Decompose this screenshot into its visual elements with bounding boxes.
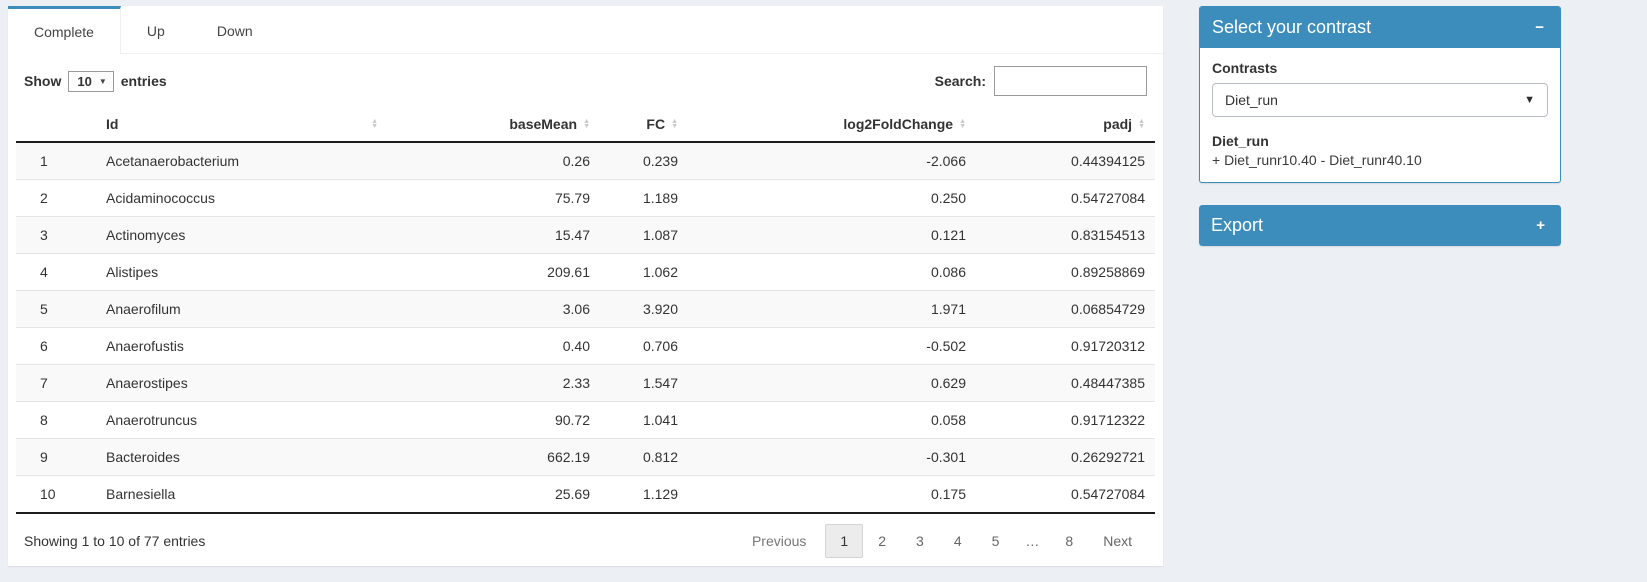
chevron-down-icon: ▼ (99, 77, 107, 86)
pagination-ellipsis: … (1014, 524, 1050, 558)
show-label: Show (24, 73, 61, 89)
table-row[interactable]: 3 Actinomyces 15.47 1.087 0.121 0.831545… (16, 217, 1155, 254)
table-row[interactable]: 4 Alistipes 209.61 1.062 0.086 0.8925886… (16, 254, 1155, 291)
tab-down[interactable]: Down (191, 6, 279, 53)
contrast-box: Select your contrast − Contrasts Diet_ru… (1199, 6, 1561, 183)
table-info: Showing 1 to 10 of 77 entries (24, 533, 205, 549)
column-header-rownum (16, 108, 96, 142)
search-label: Search: (935, 73, 986, 89)
search-input[interactable] (994, 66, 1147, 96)
contrast-detail-text: + Diet_runr10.40 - Diet_runr40.10 (1212, 152, 1548, 168)
pagination-page-8[interactable]: 8 (1050, 524, 1088, 558)
page: Complete Up Down Show 10 ▼ entries Searc… (0, 0, 1647, 582)
export-box-title: Export (1211, 215, 1263, 236)
tab-complete[interactable]: Complete (8, 6, 121, 54)
pagination-page-5[interactable]: 5 (977, 524, 1015, 558)
sort-icon: ▲▼ (671, 119, 678, 129)
sort-icon: ▲▼ (583, 119, 590, 129)
pagination-page-2[interactable]: 2 (863, 524, 901, 558)
pagination-page-3[interactable]: 3 (901, 524, 939, 558)
table-row[interactable]: 5 Anaerofilum 3.06 3.920 1.971 0.0685472… (16, 291, 1155, 328)
entries-select-value: 10 (77, 74, 91, 89)
tab-bar: Complete Up Down (8, 6, 1163, 54)
table-row[interactable]: 1 Acetanaerobacterium 0.26 0.239 -2.066 … (16, 142, 1155, 180)
entries-length-control: Show 10 ▼ entries (24, 71, 167, 92)
pagination-next[interactable]: Next (1088, 524, 1147, 558)
contrast-box-header: Select your contrast − (1200, 7, 1560, 48)
contrast-detail-title: Diet_run (1212, 133, 1548, 149)
column-header-padj[interactable]: padj ▲▼ (976, 108, 1155, 142)
results-card: Complete Up Down Show 10 ▼ entries Searc… (8, 6, 1163, 566)
sort-icon: ▲▼ (959, 119, 966, 129)
sort-icon: ▲▼ (371, 119, 378, 129)
column-header-fc[interactable]: FC ▲▼ (600, 108, 688, 142)
sidebar-right: Select your contrast − Contrasts Diet_ru… (1199, 6, 1561, 246)
contrast-box-body: Contrasts Diet_run ▼ Diet_run + Diet_run… (1200, 48, 1560, 182)
tab-up[interactable]: Up (121, 6, 191, 53)
contrasts-select[interactable]: Diet_run ▼ (1212, 83, 1548, 117)
contrast-box-title: Select your contrast (1212, 17, 1371, 38)
entries-select[interactable]: 10 ▼ (68, 71, 113, 92)
pagination-page-4[interactable]: 4 (939, 524, 977, 558)
table-header-row: Id ▲▼ baseMean ▲▼ FC (16, 108, 1155, 142)
table-row[interactable]: 6 Anaerofustis 0.40 0.706 -0.502 0.91720… (16, 328, 1155, 365)
column-header-basemean[interactable]: baseMean ▲▼ (388, 108, 600, 142)
entries-label: entries (121, 73, 167, 89)
table-row[interactable]: 10 Barnesiella 25.69 1.129 0.175 0.54727… (16, 476, 1155, 514)
collapse-plus-icon[interactable]: + (1532, 217, 1549, 234)
contrasts-select-value: Diet_run (1225, 92, 1278, 108)
table-row[interactable]: 2 Acidaminococcus 75.79 1.189 0.250 0.54… (16, 180, 1155, 217)
table-footer: Showing 1 to 10 of 77 entries Previous 1… (16, 514, 1155, 558)
table-row[interactable]: 7 Anaerostipes 2.33 1.547 0.629 0.484473… (16, 365, 1155, 402)
collapse-minus-icon[interactable]: − (1531, 19, 1548, 36)
column-header-log2foldchange[interactable]: log2FoldChange ▲▼ (688, 108, 976, 142)
table-controls: Show 10 ▼ entries Search: (16, 64, 1155, 108)
export-box: Export + (1199, 205, 1561, 246)
pagination-page-1[interactable]: 1 (825, 524, 863, 558)
table-row[interactable]: 8 Anaerotruncus 90.72 1.041 0.058 0.9171… (16, 402, 1155, 439)
contrasts-label: Contrasts (1212, 60, 1548, 76)
export-box-header[interactable]: Export + (1199, 205, 1561, 246)
search-control: Search: (935, 66, 1147, 96)
pagination-previous[interactable]: Previous (737, 524, 821, 558)
tab-content: Show 10 ▼ entries Search: (8, 54, 1163, 558)
column-header-id[interactable]: Id ▲▼ (96, 108, 388, 142)
sort-icon: ▲▼ (1138, 119, 1145, 129)
chevron-down-icon: ▼ (1524, 94, 1535, 106)
table-row[interactable]: 9 Bacteroides 662.19 0.812 -0.301 0.2629… (16, 439, 1155, 476)
results-table: Id ▲▼ baseMean ▲▼ FC (16, 108, 1155, 514)
pagination: Previous 1 2 3 4 5 … 8 Next (737, 524, 1147, 558)
